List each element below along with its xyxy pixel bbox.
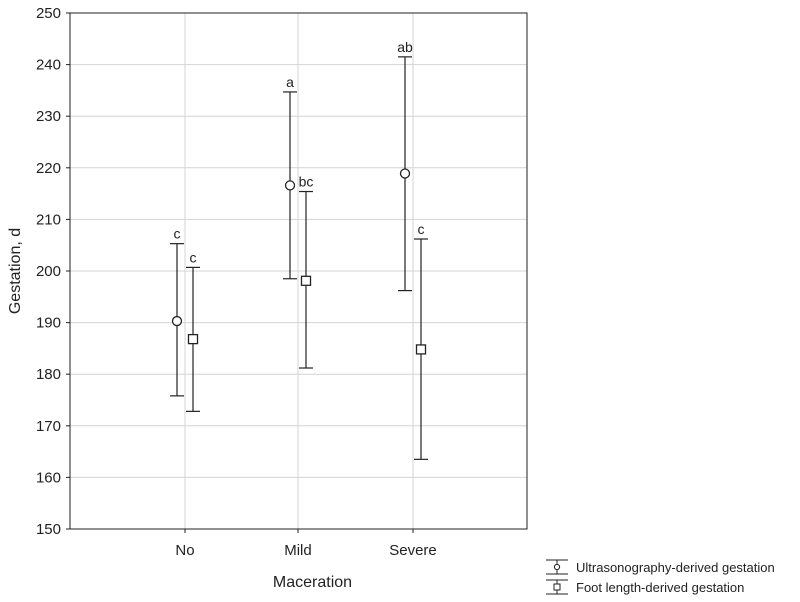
legend: Ultrasonography-derived gestation Foot le… — [546, 559, 775, 595]
y-tick-label: 150 — [36, 521, 61, 538]
y-tick-label: 240 — [36, 57, 61, 74]
data-point-square — [187, 333, 199, 345]
y-tick-label: 210 — [36, 211, 61, 228]
significance-label: a — [286, 74, 294, 90]
legend-label: Ultrasonography-derived gestation — [576, 560, 775, 575]
data-point-circle — [284, 180, 296, 191]
y-tick-label: 230 — [36, 108, 61, 125]
x-axis-title: Maceration — [273, 574, 352, 591]
data-point-circle — [171, 315, 183, 327]
significance-label: c — [174, 226, 181, 242]
y-tick-label: 220 — [36, 160, 61, 177]
data-marks: c a ab c bc c — [170, 39, 428, 460]
y-tick-label: 170 — [36, 418, 61, 435]
y-tick-label: 180 — [36, 366, 61, 383]
x-tick-label: Mild — [284, 542, 312, 559]
legend-marker-square — [553, 583, 561, 591]
significance-label: c — [190, 249, 197, 265]
y-tick-label: 160 — [36, 469, 61, 486]
legend-label: Foot length-derived gestation — [576, 580, 744, 595]
y-axis: 150 160 170 180 190 200 210 220 230 240 250 — [36, 5, 70, 538]
data-point-square — [300, 275, 312, 286]
y-tick-label: 190 — [36, 315, 61, 332]
significance-label: c — [418, 221, 425, 237]
grid — [70, 12, 527, 530]
y-axis-title: Gestation, d — [7, 228, 24, 314]
legend-marker-circle — [553, 563, 561, 571]
data-point-circle — [399, 168, 411, 179]
x-tick-label: Severe — [389, 542, 437, 559]
data-point-square — [415, 344, 427, 355]
x-axis: No Mild Severe — [175, 529, 437, 559]
significance-label: bc — [299, 174, 314, 190]
y-tick-label: 200 — [36, 263, 61, 280]
significance-label: ab — [397, 39, 413, 55]
y-tick-label: 250 — [36, 5, 61, 22]
x-tick-label: No — [175, 542, 194, 559]
